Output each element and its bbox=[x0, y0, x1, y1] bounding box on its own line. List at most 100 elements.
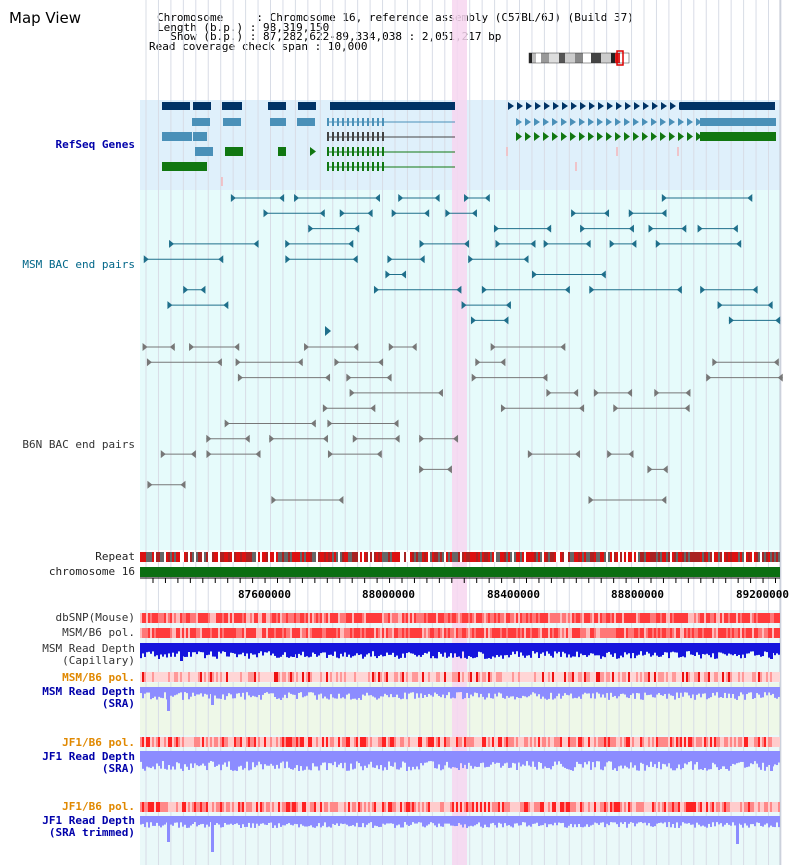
pol-cell bbox=[146, 628, 148, 638]
pol-cell bbox=[586, 613, 588, 623]
jf1-sra-depth bbox=[334, 751, 336, 762]
msm-capillary-depth bbox=[570, 643, 572, 658]
pol-cell bbox=[154, 613, 156, 623]
pol-cell bbox=[702, 613, 704, 623]
pol-cell bbox=[392, 802, 394, 812]
pol-cell bbox=[776, 737, 778, 747]
msm-capillary-depth bbox=[774, 643, 776, 656]
msm-sra-depth bbox=[700, 687, 702, 698]
msm-sra-depth bbox=[304, 687, 306, 697]
jf1-sra-depth bbox=[712, 751, 714, 763]
msm-sra-depth bbox=[224, 687, 226, 700]
msm-sra-depth bbox=[640, 687, 642, 700]
pol-cell bbox=[392, 737, 394, 747]
chromosome-ideogram[interactable] bbox=[529, 53, 629, 63]
pol-cell bbox=[222, 628, 224, 638]
pol-cell bbox=[456, 628, 458, 638]
repeat-segment bbox=[708, 552, 710, 562]
msm-sra-depth bbox=[146, 687, 148, 693]
track-label-b6n-bac[interactable]: B6N BAC end pairs bbox=[22, 438, 135, 451]
jf1-sra-trimmed-depth bbox=[598, 816, 600, 825]
msm-sra-depth bbox=[722, 687, 724, 698]
jf1-sra-depth bbox=[426, 751, 428, 763]
msm-capillary-depth bbox=[488, 643, 490, 659]
b6n-bac-pair-end bbox=[376, 450, 382, 459]
msm-capillary-depth bbox=[500, 643, 502, 656]
jf1-sra-trimmed-depth bbox=[386, 816, 388, 824]
repeat-segment bbox=[758, 552, 760, 562]
repeat-segment bbox=[354, 552, 356, 562]
pol-cell bbox=[550, 737, 552, 747]
track-label-msm-bac[interactable]: MSM BAC end pairs bbox=[22, 258, 135, 271]
pol-cell bbox=[350, 672, 352, 682]
pol-cell bbox=[716, 672, 718, 682]
pol-cell bbox=[676, 802, 678, 812]
pol-cell bbox=[372, 802, 374, 812]
pol-cell bbox=[492, 628, 494, 638]
pol-cell bbox=[206, 672, 208, 682]
gene-exon bbox=[367, 132, 369, 141]
pol-cell bbox=[476, 628, 478, 638]
repeat-segment bbox=[592, 552, 594, 562]
msm-sra-depth bbox=[414, 687, 416, 699]
pol-cell bbox=[730, 628, 732, 638]
pol-cell bbox=[628, 672, 630, 682]
repeat-segment bbox=[746, 552, 748, 562]
pol-cell bbox=[674, 613, 676, 623]
jf1-sra-depth bbox=[436, 751, 438, 769]
msm-sra-depth bbox=[706, 687, 708, 700]
msm-capillary-depth bbox=[238, 643, 240, 655]
msm-bac-pair-end bbox=[523, 255, 529, 264]
pol-cell bbox=[408, 628, 410, 638]
track-label-refseq[interactable]: RefSeq Genes bbox=[55, 138, 135, 151]
pol-cell bbox=[432, 737, 434, 747]
pol-cell bbox=[500, 628, 502, 638]
msm-sra-depth bbox=[580, 687, 582, 699]
pol-cell bbox=[356, 672, 358, 682]
pol-cell bbox=[744, 737, 746, 747]
pol-cell bbox=[654, 672, 656, 682]
pol-cell bbox=[252, 672, 254, 682]
msm-sra-depth bbox=[636, 687, 638, 693]
msm-capillary-depth bbox=[226, 643, 228, 657]
repeat-segment bbox=[292, 552, 294, 562]
pol-cell bbox=[736, 613, 738, 623]
pol-cell bbox=[430, 672, 432, 682]
pol-cell bbox=[672, 802, 674, 812]
b6n-bac-pair-end bbox=[189, 343, 195, 351]
pol-cell bbox=[170, 628, 172, 638]
jf1-sra-trimmed-depth bbox=[470, 816, 472, 826]
msm-capillary-depth bbox=[610, 643, 612, 655]
msm-bac-pair-end bbox=[294, 194, 300, 202]
pol-cell bbox=[458, 613, 460, 623]
pol-cell bbox=[490, 737, 492, 747]
gene-exon bbox=[372, 147, 374, 156]
gene-block bbox=[297, 118, 315, 126]
gene-arrow bbox=[678, 132, 684, 141]
pol-cell bbox=[408, 737, 410, 747]
jf1-sra-depth bbox=[268, 751, 270, 766]
b6n-bac-pair-end bbox=[661, 496, 667, 504]
pol-cell bbox=[774, 628, 776, 638]
msm-sra-depth bbox=[540, 687, 542, 699]
pol-cell bbox=[148, 613, 150, 623]
pol-cell bbox=[426, 613, 428, 623]
msm-sra-depth bbox=[470, 687, 472, 695]
pol-cell bbox=[340, 613, 342, 623]
msm-capillary-depth bbox=[352, 643, 354, 657]
pol-cell bbox=[372, 628, 374, 638]
pol-cell bbox=[266, 802, 268, 812]
pol-cell bbox=[176, 672, 178, 682]
pol-cell bbox=[442, 737, 444, 747]
pol-cell bbox=[750, 613, 752, 623]
jf1-sra-depth bbox=[254, 751, 256, 768]
pol-cell bbox=[196, 672, 198, 682]
msm-sra-depth bbox=[680, 687, 682, 693]
jf1-sra-depth bbox=[510, 751, 512, 768]
pol-cell bbox=[182, 613, 184, 623]
gene-exon bbox=[367, 118, 369, 126]
gene-exon bbox=[377, 162, 379, 171]
pol-cell bbox=[700, 737, 702, 747]
jf1-sra-depth bbox=[200, 751, 202, 766]
